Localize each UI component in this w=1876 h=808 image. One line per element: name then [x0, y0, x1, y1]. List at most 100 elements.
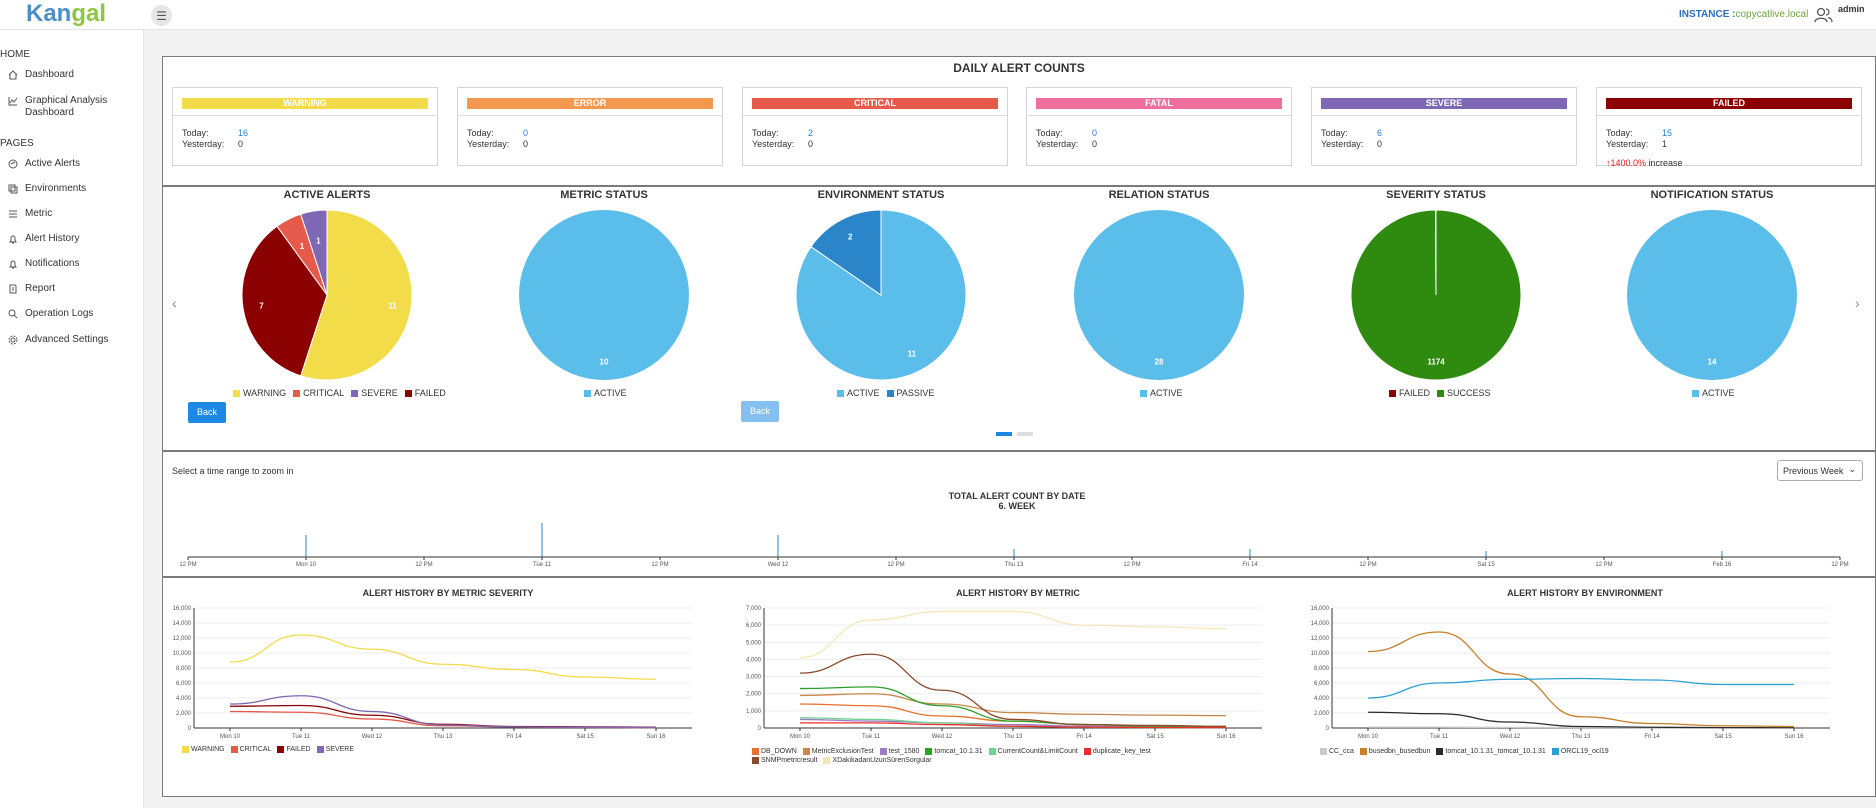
sidebar-item-dashboard[interactable]: Dashboard [8, 69, 74, 81]
pie-slice-warning[interactable] [300, 209, 413, 381]
legend-item[interactable]: WARNING [182, 746, 225, 753]
sidebar-item-environments[interactable]: Environments [8, 183, 86, 195]
pie-slice-failed[interactable] [241, 225, 328, 377]
pie-chart[interactable]: 14 [1617, 200, 1807, 390]
logo[interactable]: Kangal [26, 0, 107, 27]
card-divider [743, 115, 1007, 116]
legend-item[interactable]: ACTIVE [1140, 388, 1183, 398]
yesterday-row: Yesterday: 0 [467, 139, 528, 149]
line-chart[interactable]: 0 2,000 4,000 6,000 8,000 10,000 12,000 14,000 1… [1300, 600, 1860, 740]
timeline-tick-label: 12 PM [415, 562, 432, 568]
carousel-prev-icon[interactable]: ‹ [172, 295, 177, 311]
x-tick-label: Wed 12 [932, 734, 953, 740]
pie-slice-active[interactable] [519, 210, 689, 380]
series-line-orcl19-ocl19[interactable] [1367, 677, 1794, 699]
carousel-dot-1[interactable] [996, 432, 1012, 436]
user-name[interactable]: admin [1838, 4, 1865, 14]
sidebar-item-alert-history[interactable]: Alert History [8, 233, 79, 245]
sidebar-item-report[interactable]: Report [8, 283, 55, 295]
series-line-xdakikadanuzuns-rensorgular[interactable] [799, 610, 1227, 659]
line-chart[interactable]: 0 1,000 2,000 3,000 4,000 5,000 6,000 7,000 Mon … [732, 600, 1292, 740]
legend-item[interactable]: duplicate_key_test [1083, 748, 1151, 755]
series-line-busedbn-busedbun[interactable] [1367, 631, 1795, 728]
alert-count-card[interactable]: FATAL Today: 0 Yesterday: 0 [1026, 87, 1292, 166]
today-row: Today: 16 [182, 128, 248, 138]
legend-item[interactable]: CRITICAL [293, 388, 344, 398]
legend-item[interactable]: MetricExclusionTest [802, 748, 874, 755]
sidebar-item-active-alerts[interactable]: Active Alerts [8, 158, 80, 170]
series-line-snmpmetricresult[interactable] [799, 653, 1227, 727]
legend-item[interactable]: SEVERE [316, 746, 354, 753]
sidebar-item-graphical-analysis[interactable]: Graphical Analysis Dashboard [8, 95, 125, 119]
series-line-tomcat-10-1-31-tomcat-10-1-31[interactable] [1367, 711, 1795, 729]
yesterday-row: Yesterday: 0 [182, 139, 243, 149]
pie-slice-passive[interactable] [810, 209, 882, 296]
y-tick-label: 3,000 [746, 675, 762, 681]
carousel-dot-2[interactable] [1017, 432, 1033, 436]
pie-value-label: 14 [1708, 357, 1717, 366]
sidebar-item-operation-logs[interactable]: Operation Logs [8, 308, 93, 320]
legend-item[interactable]: PASSIVE [886, 388, 934, 398]
environment-back-button[interactable]: Back [741, 401, 779, 422]
alert-count-card[interactable]: WARNING Today: 16 Yesterday: 0 [172, 87, 438, 166]
legend-item[interactable]: SEVERE [351, 388, 398, 398]
legend-item[interactable]: busedbn_busedbun [1359, 748, 1430, 755]
legend-item[interactable]: XDakikadanUzunSürenSorgular [823, 757, 932, 764]
series-line-duplicate-key-test[interactable] [799, 722, 1227, 729]
legend-item[interactable]: CurrentCount&LimitCount [988, 748, 1078, 755]
legend-item[interactable]: FAILED [1389, 388, 1430, 398]
hamburger-icon: ☰ [156, 8, 167, 23]
pie-legend: ACTIVE [1140, 388, 1183, 398]
legend-item[interactable]: DB_DOWN [752, 748, 797, 755]
alert-count-card[interactable]: ERROR Today: 0 Yesterday: 0 [457, 87, 723, 166]
legend-item[interactable]: ACTIVE [837, 388, 880, 398]
sidebar-item-advanced-settings[interactable]: Advanced Settings [8, 334, 108, 346]
pie-value-label: 1 [300, 242, 305, 251]
time-range-select[interactable]: Previous Week ⌄ [1777, 460, 1863, 481]
sidebar-item-metric[interactable]: Metric [8, 208, 52, 220]
series-line-failed[interactable] [229, 704, 657, 728]
alert-count-card[interactable]: SEVERE Today: 6 Yesterday: 0 [1311, 87, 1577, 166]
legend-item[interactable]: ACTIVE [1692, 388, 1735, 398]
legend-item[interactable]: FAILED [404, 388, 446, 398]
series-line-tomcat-10-1-31[interactable] [799, 686, 1227, 728]
legend-item[interactable]: SNMPmetricresult [752, 757, 817, 764]
x-tick-label: Mon 10 [220, 734, 241, 740]
legend-item[interactable]: FAILED [277, 746, 311, 753]
alert-history-panel [162, 577, 1876, 797]
hamburger-menu-button[interactable]: ☰ [151, 5, 172, 26]
legend-item[interactable]: WARNING [233, 388, 286, 398]
card-divider [1027, 115, 1291, 116]
series-line-metricexclusiontest[interactable] [799, 693, 1227, 717]
series-line-warning[interactable] [229, 634, 657, 680]
series-line-severe[interactable] [229, 695, 657, 729]
pie-slice-severe[interactable] [300, 209, 328, 296]
timeline-chart[interactable]: 12 PM Mon 10 12 PM Tue 11 12 PM Wed 12 12 PM Th… [172, 510, 1872, 572]
alert-count-card[interactable]: FAILED Today: 15 Yesterday: 1 ↑1400.0% increa… [1596, 87, 1862, 168]
legend-item[interactable]: tomcat_10.1.31 [925, 748, 983, 755]
legend-item[interactable]: ACTIVE [584, 388, 627, 398]
carousel-next-icon[interactable]: › [1855, 295, 1860, 311]
pie-legend: FAILED SUCCESS [1389, 388, 1491, 398]
pie-chart[interactable]: 28 [1064, 200, 1254, 390]
pie-slice-active[interactable] [1074, 210, 1244, 380]
legend-item[interactable]: CC_cca [1320, 748, 1354, 755]
users-icon[interactable] [1813, 5, 1833, 25]
x-tick-label: Sat 15 [1714, 734, 1732, 740]
alert-count-card[interactable]: CRITICAL Today: 2 Yesterday: 0 [742, 87, 1008, 166]
pie-chart[interactable]: 11 2 [786, 200, 976, 390]
legend-item[interactable]: ORCL19_ocl19 [1551, 748, 1609, 755]
line-chart[interactable]: 0 2,000 4,000 6,000 8,000 10,000 12,000 14,000 1… [162, 600, 722, 740]
alert-level-bar: FAILED [1606, 98, 1852, 109]
legend-item[interactable]: SUCCESS [1437, 388, 1491, 398]
sidebar-item-notifications[interactable]: Notifications [8, 258, 79, 270]
legend-item[interactable]: CRITICAL [230, 746, 271, 753]
pie-chart[interactable]: 10 [509, 200, 699, 390]
pie-title: NOTIFICATION STATUS [1650, 189, 1774, 201]
legend-item[interactable]: test_1580 [879, 748, 919, 755]
pie-chart[interactable]: 1174 [1341, 200, 1531, 390]
pie-slice-active[interactable] [1627, 210, 1797, 380]
legend-item[interactable]: tomcat_10.1.31_tomcat_10.1.31 [1436, 748, 1546, 755]
alerts-back-button[interactable]: Back [188, 402, 226, 423]
